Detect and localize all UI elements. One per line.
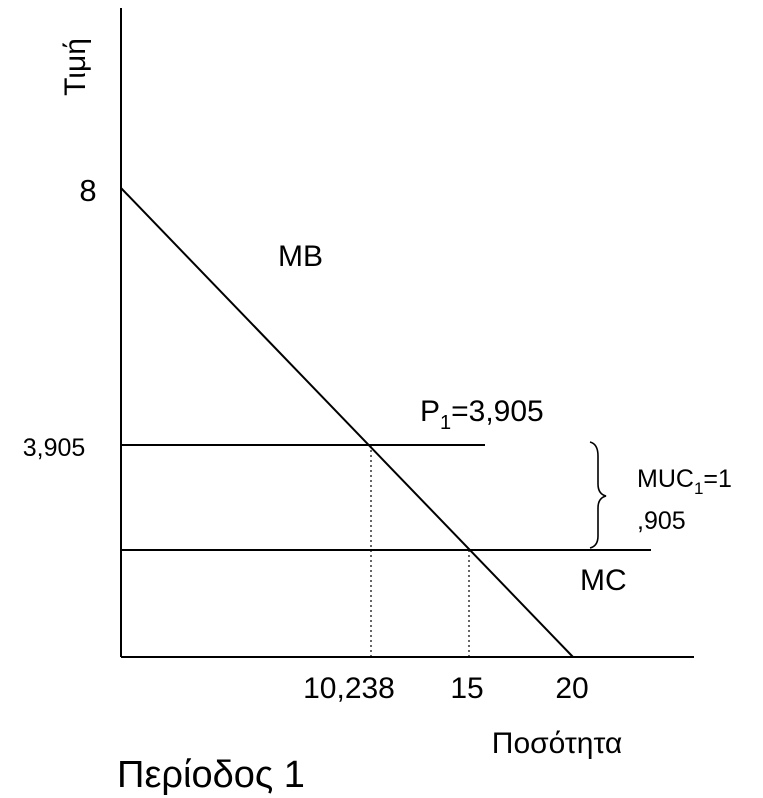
price-label: P1=3,905 [420,395,544,434]
x-tick-label: 20 [555,672,588,705]
price-label-value: =3,905 [451,395,544,428]
y-tick-label: 3,905 [23,434,86,462]
price-label-prefix: P [420,395,440,428]
mc-curve-label: MC [580,564,627,597]
muc-label-prefix: MUC [637,465,694,493]
x-axis-label: Ποσότητα [492,727,622,760]
x-tick-label: 15 [450,672,483,705]
y-tick-label: 8 [79,173,96,208]
y-axis-label: Τιμή [59,38,92,96]
price-label-subscript: 1 [440,412,451,434]
period-label: Περίοδος 1 [117,754,305,796]
muc-brace [589,441,607,549]
muc-label-continued: ,905 [637,507,686,535]
mb-curve [120,187,574,658]
muc-label-value: =1 [703,465,732,493]
muc-label: MUC1=1 [637,465,732,498]
mb-curve-label: MB [278,240,323,273]
x-tick-label: 10,238 [303,672,395,705]
muc-label-subscript: 1 [694,479,703,498]
